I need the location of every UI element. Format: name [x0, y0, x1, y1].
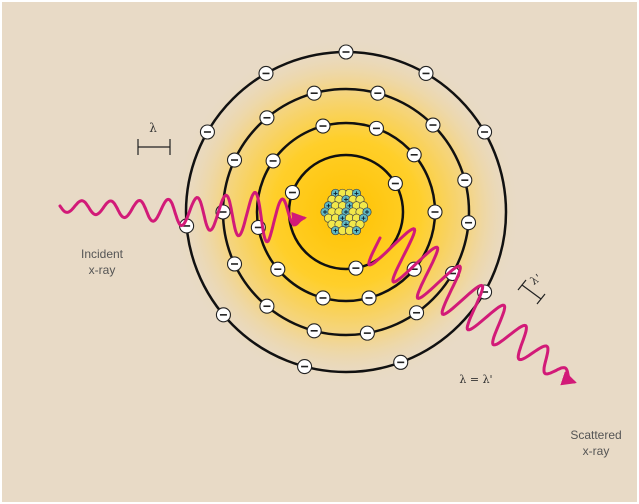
neutron [351, 226, 362, 236]
electron [457, 172, 473, 188]
electron [406, 147, 422, 163]
scattered-xray-wave [367, 227, 577, 386]
electron [427, 204, 443, 220]
electron [265, 153, 281, 169]
electron [315, 290, 331, 306]
electron [348, 260, 364, 276]
electron [477, 124, 493, 140]
electron [338, 44, 354, 60]
electron [297, 358, 313, 375]
electron [387, 175, 403, 192]
electrons [179, 44, 493, 375]
electron [425, 117, 441, 133]
electron [259, 110, 275, 126]
incident-xray-wave [58, 191, 307, 244]
scattered-label: Scattered x-ray [560, 427, 632, 459]
electron [370, 85, 386, 101]
electron [306, 85, 322, 101]
electron [406, 261, 422, 277]
electron [361, 290, 377, 306]
electron [460, 215, 477, 231]
electron [259, 298, 275, 314]
lambda-label: λ [149, 121, 157, 135]
electron [226, 152, 243, 168]
electron [215, 307, 231, 323]
incident-label: Incident x-ray [72, 246, 132, 278]
wavelength-bracket-incident [137, 139, 171, 155]
electron [368, 120, 384, 136]
scattered-wave-path [367, 227, 577, 386]
incident-wave-path [58, 191, 307, 244]
incident-label-line1: Incident [80, 247, 124, 261]
electron [270, 261, 286, 277]
electron [418, 65, 434, 81]
electron [306, 323, 322, 339]
electron [315, 118, 331, 134]
scattered-label-line2: x-ray [582, 444, 610, 458]
nucleus [320, 188, 372, 236]
wavelength-bracket-scattered [517, 279, 546, 305]
electron [199, 124, 215, 140]
electron [258, 65, 274, 81]
electron [226, 256, 243, 272]
electron [284, 184, 300, 201]
wavelength-equation: λ = λ' [459, 373, 493, 386]
incident-label-line2: x-ray [88, 263, 116, 277]
electron [408, 305, 425, 321]
scattered-label-line1: Scattered [570, 428, 622, 442]
electron [359, 325, 375, 341]
electron [393, 354, 409, 370]
